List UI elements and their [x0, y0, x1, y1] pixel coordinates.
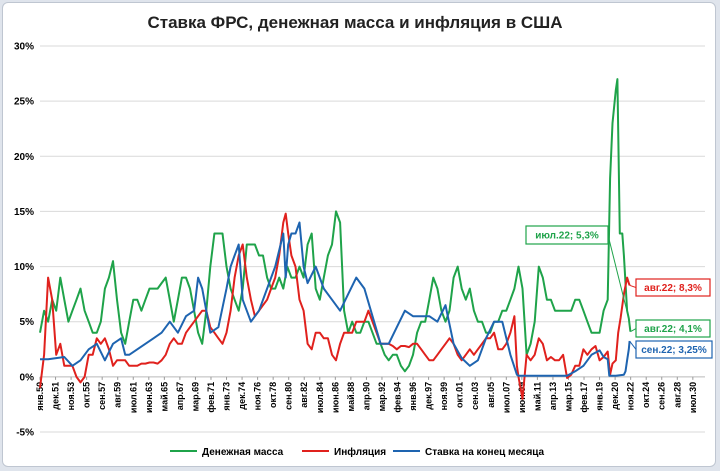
legend-label: Денежная масса: [202, 447, 284, 458]
x-tick-label: янв.19: [595, 382, 605, 411]
annotation-leader: [607, 234, 630, 319]
x-tick-label: июл.84: [315, 382, 325, 413]
annotation-label: авг.22; 4,1%: [644, 324, 702, 335]
x-tick-label: дек.51: [51, 382, 61, 410]
x-tick-label: авг.59: [113, 382, 123, 408]
chart-title: Ставка ФРС, денежная масса и инфляция в …: [147, 13, 562, 32]
annotation-box: [635, 319, 711, 338]
x-tick-label: мар.15: [563, 382, 573, 412]
x-tick-label: дек.74: [237, 382, 247, 410]
x-tick-label: май.11: [532, 382, 542, 411]
x-tick-label: апр.13: [548, 382, 558, 410]
x-tick-label: авг.82: [299, 382, 309, 408]
x-tick-label: апр.67: [175, 382, 185, 410]
series-lines: [39, 78, 632, 400]
x-tick-label: июл.07: [501, 382, 511, 413]
y-tick-label: -5%: [16, 428, 34, 439]
x-tick-label: янв.96: [408, 382, 418, 411]
x-tick-label: июл.30: [688, 382, 698, 413]
annotation-label: сен.22; 3,25%: [641, 345, 707, 356]
x-tick-label: фев.94: [393, 382, 403, 413]
x-tick-label: сен.26: [657, 382, 667, 410]
annotation-callout: авг.22; 4,1%: [630, 319, 711, 338]
x-tick-label: дек.97: [424, 382, 434, 410]
x-tick-label: апр.90: [361, 382, 371, 410]
x-tick-label: окт.55: [82, 382, 92, 408]
x-tick-label: янв.73: [222, 382, 232, 411]
x-tick-label: окт.78: [268, 382, 278, 408]
y-tick-label: 20%: [14, 152, 34, 163]
y-tick-label: 10%: [14, 262, 34, 273]
grid: [40, 45, 705, 433]
x-tick-label: июл.61: [128, 382, 138, 413]
y-axis: -5% 0% 5% 10% 15% 20% 25% 30%: [14, 42, 34, 439]
annotation-box: [635, 278, 711, 297]
y-tick-label: 15%: [14, 207, 34, 218]
series-line-3: [40, 221, 631, 377]
x-tick-label: фев.71: [206, 382, 216, 413]
x-tick-label: сен.57: [97, 382, 107, 410]
x-tick-label: окт.24: [641, 382, 651, 408]
legend-label: Ставка на конец месяца: [425, 447, 545, 458]
annotation-leader: [630, 328, 637, 333]
x-tick-label: авг.28: [672, 382, 682, 408]
legend: Денежная масса Инфляция Ставка на конец ме…: [170, 446, 545, 458]
annotation-box: [635, 340, 713, 359]
annotation-label: июл.22; 5,3%: [535, 231, 599, 242]
annotation-callout: сен.22; 3,25%: [629, 340, 713, 359]
series-line-2: [39, 212, 631, 400]
x-tick-label: мар.69: [190, 382, 200, 412]
x-tick-label: сен.80: [284, 382, 294, 410]
annotation-box: [525, 225, 609, 245]
annotation-label: авг.22; 8,3%: [644, 283, 702, 294]
x-tick-label: мар.92: [377, 382, 387, 412]
x-axis: янв.50 дек.51 ноя.53 окт.55 сен.57 авг.59 июл.…: [35, 376, 698, 413]
y-tick-label: 5%: [20, 317, 35, 328]
x-tick-label: ноя.22: [626, 382, 636, 411]
x-tick-label: сен.03: [470, 382, 480, 410]
y-tick-label: 0%: [20, 372, 35, 383]
x-tick-label: ноя.53: [66, 382, 76, 411]
series-line-1: [39, 78, 632, 373]
x-tick-label: май.65: [159, 382, 169, 412]
x-tick-label: ноя.99: [439, 382, 449, 411]
annotation-leader: [629, 340, 637, 350]
annotation-callout: авг.22; 8,3%: [629, 278, 711, 297]
x-tick-label: авг.05: [486, 382, 496, 408]
annotation-leader: [629, 284, 637, 288]
y-tick-label: 25%: [14, 97, 34, 108]
x-tick-label: дек.20: [610, 382, 620, 410]
x-tick-label: фев.17: [579, 382, 589, 413]
annotation-callout: июл.22; 5,3%: [525, 225, 630, 319]
legend-label: Инфляция: [334, 446, 386, 458]
x-tick-label: июн.63: [144, 382, 154, 413]
x-tick-label: янв.50: [35, 382, 45, 411]
x-tick-label: май.88: [346, 382, 356, 412]
x-tick-label: окт.01: [455, 382, 465, 408]
x-tick-label: ноя.76: [253, 382, 263, 411]
annotations: июл.22; 5,3% авг.22; 8,3% авг.22; 4,1% сен.…: [525, 225, 713, 359]
y-tick-label: 30%: [14, 42, 34, 53]
x-tick-label: июн.86: [330, 382, 340, 413]
